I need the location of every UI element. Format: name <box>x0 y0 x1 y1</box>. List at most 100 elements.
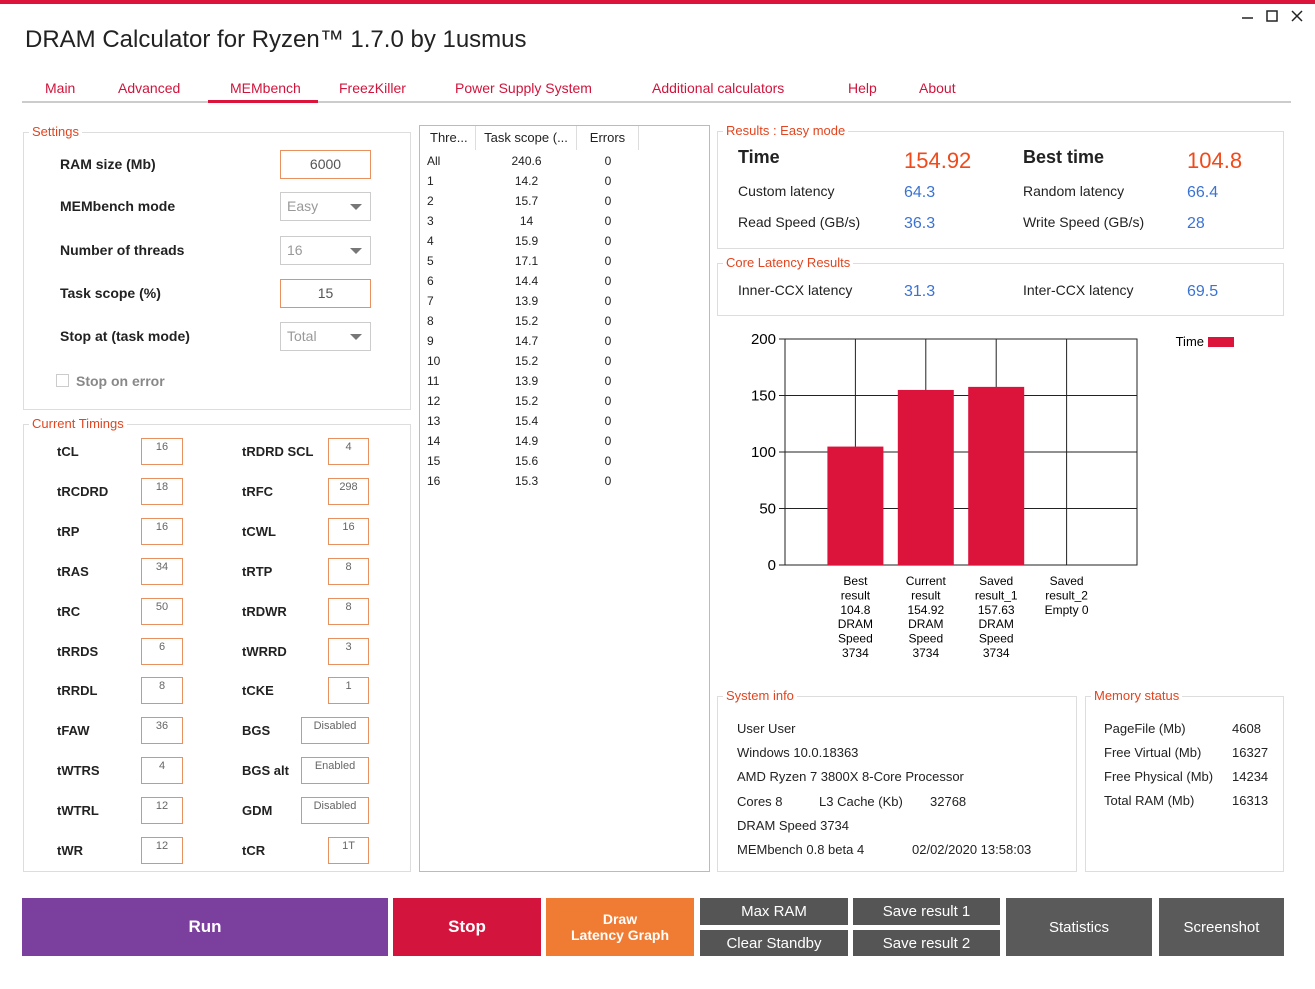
button[interactable]: Screenshot <box>1159 898 1284 956</box>
table-cell: 13.9 <box>514 294 539 308</box>
button[interactable]: Save result 2 <box>853 930 1000 956</box>
tab[interactable]: FreezKiller <box>339 80 406 96</box>
button-label: Run <box>188 917 222 936</box>
timing-value[interactable]: Enabled <box>301 757 369 785</box>
timing-value[interactable]: 12 <box>141 837 183 864</box>
dropdown[interactable]: Easy <box>280 192 371 221</box>
x-tick-label: 3734 <box>842 646 869 660</box>
table-cell: 0 <box>604 314 612 328</box>
checkbox[interactable] <box>56 374 69 387</box>
table-header: Task scope (... <box>476 126 577 150</box>
bar <box>968 386 1025 565</box>
y-tick-label: 200 <box>751 331 776 348</box>
button[interactable]: Max RAM <box>700 898 848 925</box>
tab[interactable]: Main <box>45 80 76 96</box>
timing-value[interactable]: Disabled <box>301 797 369 825</box>
memory-status-text: PageFile (Mb) <box>1104 721 1186 736</box>
memory-status-text: 14234 <box>1232 769 1269 784</box>
table-cell: 0 <box>604 174 612 188</box>
timing-value[interactable]: 8 <box>328 557 369 585</box>
table-cell: 14.4 <box>514 274 539 288</box>
button-label: Statistics <box>1048 918 1109 936</box>
close-icon[interactable] <box>1291 10 1303 22</box>
button-label: Clear Standby <box>726 934 822 952</box>
tab[interactable]: Advanced <box>118 80 181 96</box>
table-cell: 1 <box>427 174 434 188</box>
system-info-text: 02/02/2020 13:58:03 <box>912 842 1032 857</box>
x-tick-label: result <box>841 588 871 602</box>
timing-value[interactable]: 298 <box>328 477 369 505</box>
table-cell: 9 <box>427 334 434 348</box>
timing-value[interactable]: 1 <box>328 677 369 705</box>
bar <box>897 389 954 565</box>
group-title: Settings <box>29 123 82 141</box>
timing-value[interactable]: 34 <box>141 557 183 585</box>
table-cell: 4 <box>427 234 434 248</box>
button[interactable]: Run <box>22 898 388 956</box>
timing-value[interactable]: 1T <box>328 837 369 864</box>
timing-value[interactable]: 4 <box>328 438 369 465</box>
result-value: 64.3 <box>904 184 936 201</box>
timing-value[interactable]: Disabled <box>301 717 369 745</box>
button[interactable]: Stop <box>393 898 541 956</box>
dropdown[interactable]: Total <box>280 322 371 351</box>
tab[interactable]: Additional calculators <box>652 80 785 96</box>
timing-value[interactable]: 50 <box>141 597 183 625</box>
timing-label: tWRRD <box>242 643 287 659</box>
checkbox-label: Stop on error <box>76 373 165 389</box>
timing-value[interactable]: 4 <box>141 757 183 785</box>
text-input[interactable]: 15 <box>280 279 371 308</box>
button[interactable]: Draw Latency Graph <box>546 898 694 956</box>
table-cell: 14.9 <box>514 434 539 448</box>
dropdown[interactable]: 16 <box>280 236 371 265</box>
timing-value[interactable]: 16 <box>328 517 369 545</box>
x-tick-label: Empty 0 <box>1045 603 1089 617</box>
y-tick-label: 0 <box>768 557 776 574</box>
table-cell: 10 <box>427 354 441 368</box>
timing-value[interactable]: 6 <box>141 637 183 665</box>
timing-value[interactable]: 12 <box>141 797 183 825</box>
timing-label: tFAW <box>57 723 90 739</box>
button[interactable]: Save result 1 <box>853 898 1000 925</box>
tab[interactable]: Power Supply System <box>455 80 592 96</box>
text-input[interactable]: 6000 <box>280 150 371 179</box>
tab[interactable]: Help <box>848 80 877 96</box>
x-tick-label: Best <box>843 574 868 588</box>
core-latency-box <box>717 263 1284 316</box>
button-label: Stop <box>448 917 486 936</box>
group-title: System info <box>723 687 797 705</box>
x-tick-label: DRAM <box>979 617 1014 631</box>
y-tick-label: 100 <box>751 444 776 461</box>
timing-value[interactable]: 8 <box>328 597 369 625</box>
button[interactable]: Clear Standby <box>700 930 848 956</box>
table-cell: 15.3 <box>514 474 539 488</box>
timing-value[interactable]: 36 <box>141 717 183 745</box>
tab-bar-line <box>22 101 1291 103</box>
timing-value[interactable]: 18 <box>141 477 183 505</box>
result-value: 104.8 <box>1187 148 1243 173</box>
table-cell: 0 <box>604 294 612 308</box>
dropdown-arrow <box>350 248 362 254</box>
tab[interactable]: About <box>919 80 956 96</box>
tab[interactable]: MEMbench <box>230 80 301 96</box>
table-cell: 15.6 <box>514 454 539 468</box>
system-info-text: DRAM Speed 3734 <box>737 817 850 833</box>
table-cell: 8 <box>427 314 434 328</box>
table-cell: 15.4 <box>514 414 539 428</box>
timing-value[interactable]: 16 <box>141 517 183 545</box>
timing-label: tRDWR <box>242 603 287 619</box>
table-cell: 0 <box>604 154 612 168</box>
window-title: DRAM Calculator for Ryzen™ 1.7.0 by 1usm… <box>25 26 527 53</box>
result-value: 69.5 <box>1187 283 1219 300</box>
x-tick-label: Current <box>906 574 947 588</box>
timing-value[interactable]: 3 <box>328 637 369 665</box>
x-tick-label: result_1 <box>975 588 1018 602</box>
timing-value[interactable]: 16 <box>141 438 183 465</box>
timing-label: tRCDRD <box>57 483 109 499</box>
timings-box <box>23 424 411 872</box>
button[interactable]: Statistics <box>1006 898 1152 956</box>
timing-value[interactable]: 8 <box>141 677 183 705</box>
maximize-icon[interactable] <box>1266 10 1278 22</box>
system-info-text: L3 Cache (Kb) <box>819 793 903 809</box>
